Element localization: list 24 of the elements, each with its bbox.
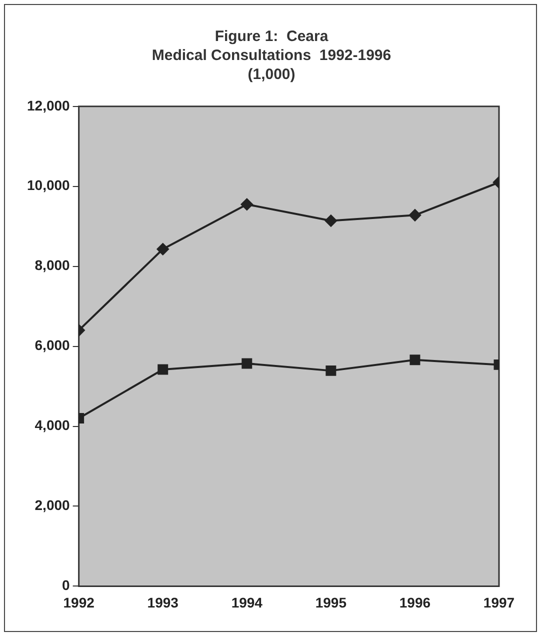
point: [410, 354, 420, 366]
x-tick-label: 1996: [399, 594, 431, 610]
y-tick-label: 6,000: [34, 337, 70, 354]
text: Medical Consultations 1992-1996: [152, 47, 392, 64]
point: [242, 358, 252, 369]
point: [324, 214, 337, 227]
x-tick-label: 1992: [63, 594, 95, 610]
point: [158, 364, 168, 375]
x-tick-label: 1995: [315, 594, 347, 610]
text: Figure 1: Ceara: [214, 28, 328, 45]
point: [326, 365, 336, 376]
point: [408, 209, 421, 222]
y-tick-label: 2,000: [34, 497, 70, 514]
y-tick-label: 10,000: [26, 177, 70, 194]
y-tick-label: 0: [62, 577, 70, 594]
point: [156, 243, 169, 256]
x-tick-label: 1993: [147, 594, 179, 610]
y-tick-label: 8,000: [34, 257, 70, 274]
x-tick-label: 1994: [231, 594, 263, 610]
point: [240, 198, 253, 210]
x-tick-label: 1997: [483, 594, 515, 610]
text: (1,000): [248, 66, 296, 83]
y-tick-label: 4,000: [34, 417, 70, 434]
y-tick-label: 12,000: [26, 97, 70, 114]
